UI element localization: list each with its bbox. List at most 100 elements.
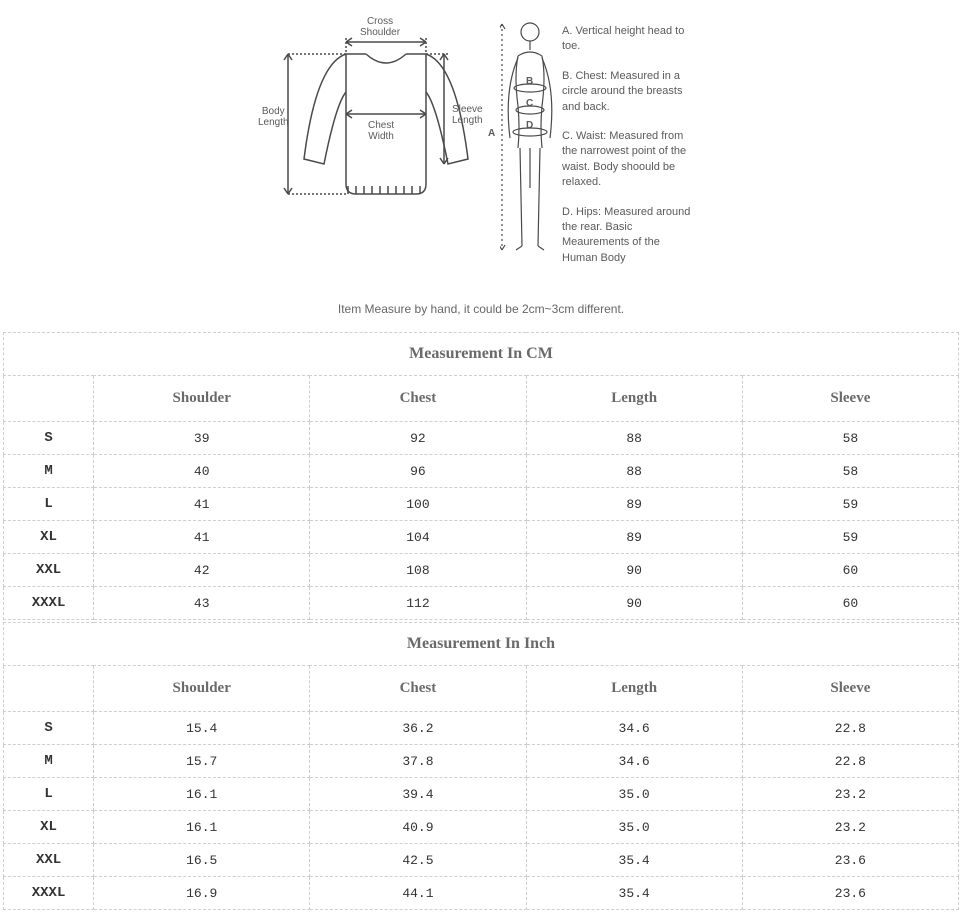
cell-value: 37.8 xyxy=(310,745,526,778)
cell-value: 16.1 xyxy=(94,778,310,811)
table-row: XL16.140.935.023.2 xyxy=(4,811,959,844)
cell-value: 16.5 xyxy=(94,844,310,877)
cell-value: 96 xyxy=(310,455,526,488)
cell-value: 108 xyxy=(310,554,526,587)
measurement-caption: Item Measure by hand, it could be 2cm~3c… xyxy=(0,290,962,332)
cell-value: 88 xyxy=(526,455,742,488)
cell-value: 42 xyxy=(94,554,310,587)
letter-c: C xyxy=(526,98,533,109)
body-diagram: A B C D xyxy=(500,18,560,258)
cell-value: 15.4 xyxy=(94,712,310,745)
cell-size: XXL xyxy=(4,554,94,587)
cell-value: 89 xyxy=(526,521,742,554)
cell-value: 43 xyxy=(94,587,310,620)
column-header: Shoulder xyxy=(94,666,310,712)
cell-value: 39.4 xyxy=(310,778,526,811)
label-cross-shoulder: CrossShoulder xyxy=(360,16,400,38)
cell-size: L xyxy=(4,778,94,811)
cell-value: 40 xyxy=(94,455,310,488)
cell-value: 40.9 xyxy=(310,811,526,844)
table-row: Measurement In CM xyxy=(4,333,959,376)
column-header: Length xyxy=(526,666,742,712)
cell-size: XXXL xyxy=(4,877,94,910)
garment-svg xyxy=(276,14,476,224)
cell-value: 59 xyxy=(742,488,958,521)
letter-d: D xyxy=(526,120,533,131)
cell-value: 34.6 xyxy=(526,745,742,778)
cell-value: 112 xyxy=(310,587,526,620)
table-row: XXL421089060 xyxy=(4,554,959,587)
measurement-legend: A. Vertical height head to toe. B. Chest… xyxy=(562,24,692,280)
cell-size: S xyxy=(4,712,94,745)
table-row: Measurement In Inch xyxy=(4,623,959,666)
letter-a: A xyxy=(488,128,495,139)
cell-value: 90 xyxy=(526,554,742,587)
cell-size: XXL xyxy=(4,844,94,877)
cell-value: 89 xyxy=(526,488,742,521)
cell-value: 23.2 xyxy=(742,811,958,844)
table-row: S39928858 xyxy=(4,422,959,455)
legend-a: A. Vertical height head to toe. xyxy=(562,24,692,55)
letter-b: B xyxy=(526,76,533,87)
cell-value: 15.7 xyxy=(94,745,310,778)
cell-value: 41 xyxy=(94,521,310,554)
cell-value: 39 xyxy=(94,422,310,455)
cell-size: L xyxy=(4,488,94,521)
cell-size: S xyxy=(4,422,94,455)
garment-diagram: CrossShoulder BodyLength ChestWidth Slee… xyxy=(276,14,476,224)
column-header: Chest xyxy=(310,666,526,712)
cell-value: 92 xyxy=(310,422,526,455)
cell-value: 35.4 xyxy=(526,844,742,877)
table-row: M15.737.834.622.8 xyxy=(4,745,959,778)
cell-value: 22.8 xyxy=(742,712,958,745)
cell-value: 35.0 xyxy=(526,778,742,811)
column-header: Sleeve xyxy=(742,666,958,712)
column-header-size xyxy=(4,666,94,712)
column-header-size xyxy=(4,376,94,422)
cell-value: 23.6 xyxy=(742,877,958,910)
cell-value: 35.4 xyxy=(526,877,742,910)
table-row: XL411048959 xyxy=(4,521,959,554)
cell-value: 58 xyxy=(742,422,958,455)
cell-size: XXXL xyxy=(4,587,94,620)
cell-value: 88 xyxy=(526,422,742,455)
table-title: Measurement In Inch xyxy=(4,623,959,666)
cell-value: 23.2 xyxy=(742,778,958,811)
legend-d: D. Hips: Measured around the rear. Basic… xyxy=(562,205,692,267)
cell-value: 104 xyxy=(310,521,526,554)
measurement-table-inch: Measurement In Inch Shoulder Chest Lengt… xyxy=(3,622,959,910)
table-row: XXXL431129060 xyxy=(4,587,959,620)
column-header: Sleeve xyxy=(742,376,958,422)
cell-value: 23.6 xyxy=(742,844,958,877)
cell-value: 58 xyxy=(742,455,958,488)
cell-value: 35.0 xyxy=(526,811,742,844)
measurement-table-cm: Measurement In CM Shoulder Chest Length … xyxy=(3,332,959,620)
column-header: Chest xyxy=(310,376,526,422)
table-row: XXXL16.944.135.423.6 xyxy=(4,877,959,910)
cell-value: 90 xyxy=(526,587,742,620)
body-svg xyxy=(500,18,560,258)
table-row: S15.436.234.622.8 xyxy=(4,712,959,745)
cell-value: 22.8 xyxy=(742,745,958,778)
cell-value: 36.2 xyxy=(310,712,526,745)
cell-value: 60 xyxy=(742,554,958,587)
column-header: Length xyxy=(526,376,742,422)
cell-value: 100 xyxy=(310,488,526,521)
label-body-length: BodyLength xyxy=(258,106,289,128)
cell-value: 16.1 xyxy=(94,811,310,844)
table-row: Shoulder Chest Length Sleeve xyxy=(4,666,959,712)
cell-value: 16.9 xyxy=(94,877,310,910)
cell-value: 34.6 xyxy=(526,712,742,745)
table-title: Measurement In CM xyxy=(4,333,959,376)
table-row: L16.139.435.023.2 xyxy=(4,778,959,811)
table-row: Shoulder Chest Length Sleeve xyxy=(4,376,959,422)
cell-value: 60 xyxy=(742,587,958,620)
cell-size: M xyxy=(4,745,94,778)
label-sleeve-length: SleeveLength xyxy=(452,104,483,126)
legend-b: B. Chest: Measured in a circle around th… xyxy=(562,69,692,115)
legend-c: C. Waist: Measured from the narrowest po… xyxy=(562,129,692,191)
cell-value: 42.5 xyxy=(310,844,526,877)
label-chest-width: ChestWidth xyxy=(368,120,394,142)
cell-size: XL xyxy=(4,521,94,554)
cell-value: 44.1 xyxy=(310,877,526,910)
